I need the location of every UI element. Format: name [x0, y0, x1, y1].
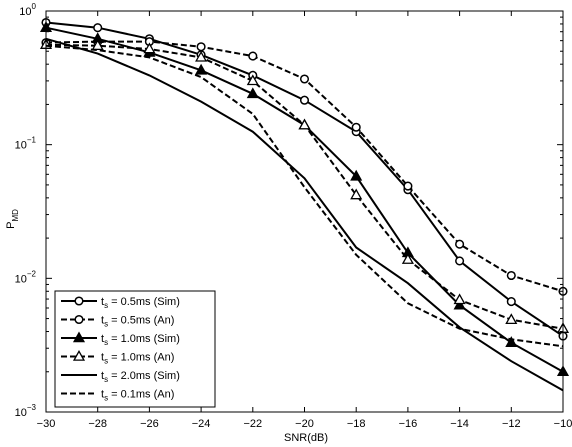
legend-symbol-subscript: s — [104, 357, 108, 366]
y-tick-label-exponent: −1 — [27, 136, 37, 145]
y-tick-label-2: 10−2 — [15, 269, 37, 285]
series-1-point-2 — [93, 23, 103, 33]
legend-item-5: ts = 2.0ms (Sim) — [61, 370, 180, 384]
x-tick-label-2: −28 — [88, 418, 107, 430]
legend-symbol: t — [101, 296, 104, 308]
y-tick-label-exponent: 0 — [32, 2, 37, 11]
legend-series-name: = 0.5ms (An) — [108, 315, 174, 327]
legend-symbol: t — [101, 389, 104, 401]
legend-item-2: ts = 0.5ms (An) — [61, 315, 174, 329]
series-2-point-6 — [299, 74, 310, 84]
series-2-point-4 — [196, 42, 206, 52]
legend-label-3: ts = 1.0ms (Sim) — [101, 333, 180, 347]
legend-series-name: = 2.0ms (Sim) — [108, 370, 180, 382]
series-4-point-5 — [246, 74, 259, 86]
legend-item-4: ts = 1.0ms (An) — [61, 349, 174, 366]
legend-box — [54, 290, 216, 408]
y-axis-label: PMD — [5, 209, 20, 229]
legend-symbol-subscript: s — [104, 320, 108, 329]
series-4-point-10 — [505, 313, 518, 325]
legend: ts = 0.5ms (Sim)ts = 0.5ms (An)ts = 1.0m… — [54, 290, 216, 408]
series-4-point-6 — [298, 118, 311, 130]
legend-symbol-subscript: s — [104, 375, 108, 384]
x-tick-label-3: −26 — [140, 418, 159, 430]
series-2-point-9 — [455, 239, 465, 249]
x-tick-label-9: −14 — [450, 418, 469, 430]
legend-series-name: = 1.0ms (Sim) — [108, 333, 180, 345]
series-4-point-4 — [195, 50, 208, 62]
y-tick-label-base: 10 — [15, 407, 27, 419]
x-tick-label-1: −30 — [37, 418, 56, 430]
series-1-point-10 — [506, 297, 516, 307]
x-tick-label-7: −18 — [347, 418, 366, 430]
series-3-point-5 — [246, 87, 259, 99]
y-tick-label-base: 10 — [15, 273, 27, 285]
series-6-line — [45, 44, 564, 348]
legend-series-name: = 1.0ms (An) — [108, 352, 174, 364]
series-2-point-7 — [351, 122, 361, 132]
axes: −30 −28 −26 −24 −22 −20 −18 −16 −14 −12 −1010−310−… — [15, 2, 572, 430]
x-tick-label-8: −16 — [399, 418, 418, 430]
series-4-point-7 — [350, 188, 363, 200]
legend-symbol: t — [101, 370, 104, 382]
legend-series-name: = 0.1ms (An) — [108, 389, 174, 401]
series-4-point-2 — [91, 39, 104, 50]
x-axis-label: SNR(dB) — [284, 432, 328, 444]
legend-label-5: ts = 2.0ms (Sim) — [101, 370, 180, 384]
series-3-point-4 — [195, 63, 208, 75]
legend-item-6: ts = 0.1ms (An) — [61, 389, 174, 403]
legend-item-3: ts = 1.0ms (Sim) — [61, 331, 180, 347]
x-tick-label-11: −10 — [554, 418, 572, 430]
legend-series-name: = 0.5ms (Sim) — [108, 296, 180, 308]
y-axis-label-subscript: MD — [11, 209, 20, 222]
legend-symbol-subscript: s — [104, 338, 108, 347]
legend-label-1: ts = 0.5ms (Sim) — [101, 296, 180, 310]
legend-symbol-subscript: s — [104, 394, 108, 403]
legend-swatch-marker — [72, 331, 86, 343]
y-tick-label-exponent: −3 — [27, 403, 37, 412]
y-tick-label-base: 10 — [15, 140, 27, 152]
y-tick-label-1: 10−3 — [15, 403, 37, 419]
legend-item-1: ts = 0.5ms (Sim) — [61, 296, 180, 310]
series-2-point-5 — [248, 51, 258, 61]
series-4-point-3 — [143, 42, 156, 54]
plot-area — [39, 17, 570, 392]
series-4-point-8 — [401, 253, 414, 264]
x-tick-label-6: −20 — [295, 418, 314, 430]
legend-swatch-marker — [74, 314, 84, 325]
y-axis-label-main: P — [5, 222, 17, 229]
legend-label-2: ts = 0.5ms (An) — [101, 315, 174, 329]
series-1-point-6 — [299, 95, 310, 105]
legend-symbol: t — [101, 315, 104, 327]
legend-label-6: ts = 0.1ms (An) — [101, 389, 174, 403]
y-tick-label-base: 10 — [19, 6, 31, 18]
series-2-point-10 — [506, 270, 516, 281]
y-tick-label-3: 10−1 — [15, 136, 37, 152]
series-1-point-9 — [455, 256, 465, 266]
legend-swatch-marker — [72, 349, 86, 361]
legend-label-4: ts = 1.0ms (An) — [101, 352, 174, 366]
series-6 — [45, 44, 564, 348]
series-2-point-8 — [403, 181, 413, 191]
x-tick-label-5: −22 — [243, 418, 262, 430]
x-tick-label-4: −24 — [192, 418, 211, 430]
series-4-point-9 — [453, 293, 466, 305]
series-3-point-7 — [350, 169, 363, 181]
x-tick-label-10: −12 — [502, 418, 521, 430]
series-3-point-10 — [505, 336, 518, 347]
legend-symbol: t — [101, 352, 104, 364]
series-5 — [45, 37, 564, 392]
series-3-point-9 — [453, 298, 466, 310]
legend-swatch-marker — [74, 296, 84, 306]
y-tick-label-exponent: −2 — [27, 269, 37, 278]
y-tick-label-4: 100 — [19, 2, 36, 18]
legend-symbol: t — [101, 333, 104, 345]
legend-symbol-subscript: s — [104, 301, 108, 310]
series-5-line — [45, 37, 564, 392]
